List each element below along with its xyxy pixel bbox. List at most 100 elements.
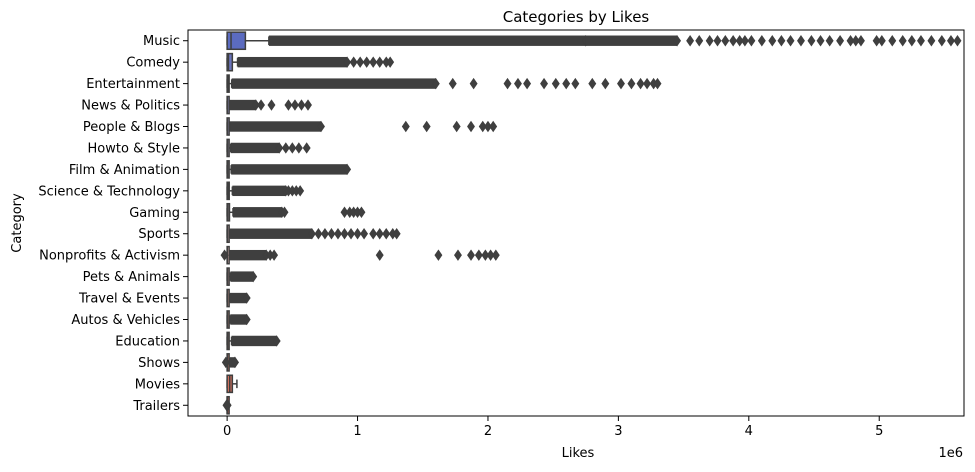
- x-axis: 0 1 2 3 4 5: [223, 416, 883, 439]
- box-iqr: [226, 52, 234, 72]
- outlier-marker: [617, 77, 625, 90]
- outlier-marker: [220, 249, 229, 261]
- outlier-marker: [636, 77, 645, 90]
- box-group: [226, 181, 305, 201]
- outlier-marker: [729, 34, 738, 47]
- outlier-marker: [768, 34, 777, 47]
- x-tick-label: 5: [875, 424, 883, 439]
- outlier-marker: [551, 77, 560, 90]
- outlier-marker: [953, 34, 962, 47]
- outlier-marker: [343, 56, 352, 68]
- box-group: [226, 288, 251, 308]
- y-tick-label: Comedy: [126, 56, 180, 71]
- outlier-marker: [486, 249, 495, 261]
- y-axis-label: Category: [10, 193, 25, 253]
- x-tick-label: 1: [353, 424, 361, 439]
- outlier-marker: [653, 77, 662, 90]
- y-tick-label: Entertainment: [86, 77, 180, 92]
- outlier-marker: [927, 34, 936, 47]
- outlier-marker: [452, 120, 461, 133]
- outlier-marker: [888, 34, 897, 47]
- outlier-cluster: [228, 99, 256, 111]
- outlier-marker: [777, 34, 786, 47]
- outlier-marker: [382, 227, 391, 240]
- outlier-marker: [816, 34, 825, 47]
- outlier-marker: [740, 34, 749, 47]
- outlier-marker: [242, 292, 251, 304]
- outlier-cluster: [230, 314, 247, 325]
- outlier-marker: [242, 313, 251, 326]
- box-group: [221, 353, 239, 372]
- outlier-cluster: [268, 35, 586, 46]
- outlier-marker: [360, 227, 369, 240]
- box-group: [222, 395, 232, 415]
- outlier-marker: [267, 99, 276, 111]
- outlier-marker: [503, 77, 512, 90]
- outlier-marker: [562, 77, 571, 90]
- y-tick-label: Howto & Style: [88, 141, 180, 156]
- y-tick-label: Movies: [135, 377, 180, 392]
- outlier-marker: [320, 227, 329, 240]
- outlier-marker: [401, 120, 410, 133]
- outlier-marker: [357, 206, 366, 219]
- outlier-marker: [275, 142, 284, 154]
- y-tick-label: Education: [115, 334, 180, 349]
- x-tick-label: 4: [745, 424, 753, 439]
- outlier-marker: [249, 270, 258, 283]
- box-group: [226, 95, 312, 115]
- outlier-marker: [937, 34, 946, 47]
- box-group: [226, 160, 352, 179]
- outlier-cluster: [237, 56, 348, 68]
- outlier-marker: [513, 77, 522, 90]
- outlier-marker: [643, 77, 652, 90]
- x-tick-label: 2: [484, 424, 492, 439]
- outlier-marker: [369, 56, 378, 68]
- outlier-marker: [571, 77, 580, 90]
- outlier-marker: [601, 77, 610, 90]
- outlier-marker: [851, 34, 860, 47]
- outlier-marker: [340, 206, 349, 219]
- outlier-marker: [484, 120, 492, 133]
- outlier-marker: [705, 34, 714, 47]
- outlier-marker: [280, 206, 289, 219]
- outlier-marker: [588, 77, 597, 90]
- box-group: [226, 224, 401, 244]
- outlier-marker: [343, 163, 352, 176]
- outlier-marker: [836, 34, 845, 47]
- outlier-marker: [721, 34, 730, 47]
- outlier-marker: [272, 335, 281, 347]
- x-tick-label: 3: [614, 424, 622, 439]
- outlier-marker: [491, 249, 500, 261]
- outlier-marker: [296, 185, 305, 197]
- outlier-marker: [221, 356, 230, 369]
- outlier-cluster: [231, 335, 277, 347]
- y-tick-label: People & Blogs: [83, 120, 180, 135]
- outlier-marker: [872, 34, 881, 47]
- outlier-marker: [735, 34, 744, 47]
- outlier-marker: [474, 249, 483, 261]
- box-group: [226, 74, 662, 93]
- y-tick-label: News & Politics: [81, 99, 180, 114]
- y-tick-label: Gaming: [129, 206, 180, 221]
- outlier-marker: [627, 77, 636, 90]
- outlier-marker: [392, 227, 401, 240]
- outlier-marker: [375, 227, 384, 240]
- y-tick-label: Autos & Vehicles: [71, 313, 180, 328]
- outlier-marker: [327, 227, 336, 240]
- outlier-marker: [257, 99, 266, 111]
- outlier-marker: [757, 34, 766, 47]
- box-iqr: [226, 31, 247, 51]
- outlier-marker: [317, 120, 325, 133]
- outlier-cluster: [229, 228, 312, 239]
- box-group: [226, 267, 258, 286]
- y-tick-label: Travel & Events: [78, 292, 180, 307]
- outlier-marker: [673, 34, 682, 47]
- outlier-marker: [807, 34, 816, 47]
- outlier-cluster: [231, 78, 436, 89]
- y-axis: Music Comedy Entertainment News & Politics P…: [38, 34, 188, 414]
- outlier-cluster: [228, 249, 267, 261]
- box-group: [220, 245, 500, 265]
- outlier-marker: [540, 77, 549, 90]
- outlier-marker: [223, 399, 232, 412]
- box-group: [226, 31, 962, 51]
